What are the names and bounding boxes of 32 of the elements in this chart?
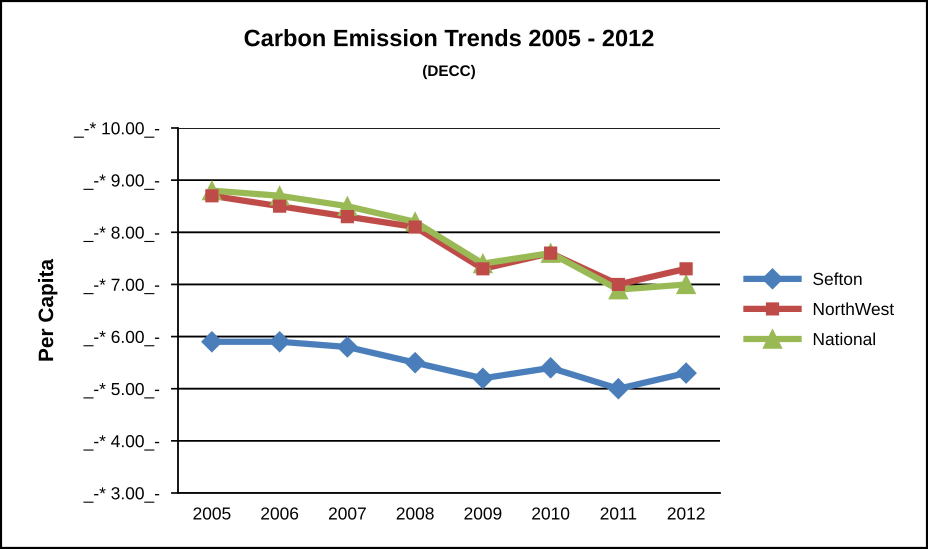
legend-label: NorthWest (814, 302, 894, 316)
point (340, 210, 354, 224)
y-axis-title: Per Capita (38, 258, 58, 361)
y-tick-label: _-* 5.00_- (83, 382, 160, 398)
y-tick-label: _-* 9.00_- (83, 174, 160, 190)
point (540, 357, 562, 378)
point (273, 200, 286, 213)
point (472, 368, 494, 389)
chart-subtitle: (DECC) (423, 64, 475, 80)
y-tick-label: _-* 8.00_- (83, 226, 160, 242)
legend-label: National (814, 332, 875, 346)
x-tick-label: 2011 (600, 507, 636, 520)
y-tick-label: _-* 3.00_- (83, 487, 160, 503)
y-tick-label: _-* 7.00_- (83, 278, 160, 294)
y-tick-label: _-* 4.00_- (83, 435, 160, 451)
point (612, 278, 625, 292)
x-tick-label: 2005 (193, 507, 230, 520)
x-tick-label: 2007 (328, 507, 366, 520)
x-tick-label: 2006 (261, 507, 298, 520)
x-tick-label: 2008 (396, 507, 434, 520)
point (676, 274, 696, 294)
y-tick-label: _-* 6.00_- (83, 330, 160, 346)
chart-title: Carbon Emission Trends 2005 - 2012 (244, 28, 654, 46)
x-tick-label: 2012 (668, 507, 705, 520)
point (404, 352, 426, 374)
point (608, 378, 629, 400)
y-tick-label: _-* 10.00_- (74, 122, 160, 138)
point (676, 362, 697, 384)
x-tick-label: 2010 (532, 507, 570, 520)
legend-label: Sefton (813, 272, 862, 286)
point (680, 262, 693, 276)
x-tick-label: 2009 (464, 507, 502, 520)
